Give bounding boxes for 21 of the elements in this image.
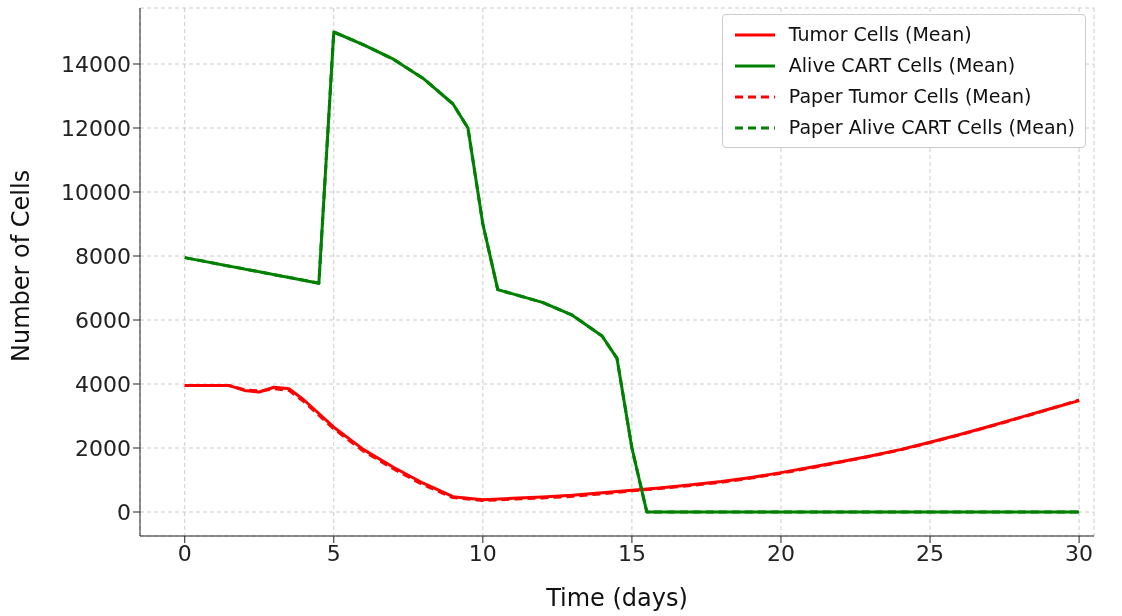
x-tick-label: 30	[1065, 540, 1094, 566]
legend-label: Paper Tumor Cells (Mean)	[788, 84, 1032, 109]
x-axis-title: Time (days)	[545, 584, 688, 612]
y-tick-label: 6000	[75, 307, 131, 333]
x-tick-label: 0	[177, 540, 192, 566]
y-tick-label: 14000	[61, 51, 131, 77]
x-tick-label: 15	[617, 540, 646, 566]
y-tick-label: 12000	[61, 115, 131, 141]
x-tick-label: 10	[468, 540, 497, 566]
legend-label: Paper Alive CART Cells (Mean)	[788, 115, 1075, 140]
x-tick-label: 20	[766, 540, 795, 566]
y-tick-label: 0	[117, 499, 131, 525]
y-tick-label: 2000	[75, 435, 131, 461]
y-tick-label: 4000	[75, 371, 131, 397]
x-tick-label: 5	[326, 540, 341, 566]
y-tick-label: 10000	[61, 179, 131, 205]
x-tick-label: 25	[916, 540, 945, 566]
y-axis-title: Number of Cells	[6, 169, 35, 362]
legend-label: Tumor Cells (Mean)	[788, 22, 972, 47]
legend-label: Alive CART Cells (Mean)	[788, 53, 1016, 78]
y-tick-label: 8000	[75, 243, 131, 269]
